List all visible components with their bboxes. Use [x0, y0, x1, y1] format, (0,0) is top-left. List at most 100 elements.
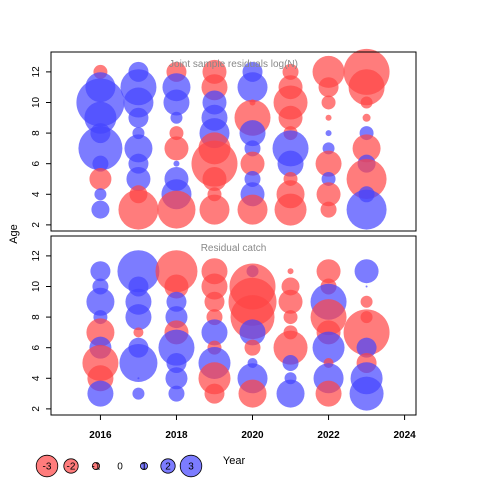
y-tick-label: 10: [31, 280, 42, 292]
residual-point: [346, 189, 387, 230]
residual-point: [315, 150, 342, 177]
residual-point: [166, 352, 187, 373]
residual-point: [349, 376, 384, 411]
legend-label: -1: [92, 462, 101, 473]
residual-point: [169, 126, 184, 141]
residual-point: [312, 55, 345, 88]
residual-point: [320, 201, 337, 218]
residual-point: [278, 105, 303, 130]
residual-point: [202, 166, 227, 191]
residual-point: [119, 343, 158, 382]
residual-point: [173, 160, 180, 167]
residual-point: [86, 287, 115, 316]
residual-point: [201, 319, 228, 346]
residual-point: [84, 101, 117, 134]
legend-symbol: [139, 461, 148, 470]
residual-point: [117, 250, 160, 293]
residual-point: [318, 77, 339, 98]
panel-2: Residual catch 2 4 6 8 10 12: [31, 235, 417, 416]
y-tick-label: 2: [31, 406, 42, 412]
residual-point: [126, 166, 151, 191]
panel-frame: [50, 51, 417, 232]
residual-point: [164, 274, 189, 299]
y-tick-label: 8: [31, 130, 42, 136]
residual-point: [360, 96, 373, 109]
residual-point: [191, 140, 238, 187]
legend-symbol: [179, 454, 203, 478]
residual-point: [244, 339, 261, 356]
legend-symbol: [63, 458, 79, 474]
residual-point: [283, 310, 298, 325]
residual-point: [132, 387, 145, 400]
legend-label: 2: [165, 462, 171, 473]
x-tick-label: 2022: [317, 430, 340, 441]
residual-point: [164, 136, 189, 161]
y-tick-label: 6: [31, 160, 42, 166]
residual-point: [123, 87, 154, 118]
residual-point: [125, 304, 152, 331]
residual-point: [170, 111, 183, 124]
legend-label: 1: [141, 462, 147, 473]
residual-point: [346, 158, 387, 199]
residual-point: [163, 89, 190, 116]
residual-point: [354, 259, 379, 284]
x-axis: 2016 2018 2020 2022 2024: [89, 415, 416, 441]
residual-point: [166, 291, 187, 312]
residual-point: [90, 261, 111, 282]
y-tick-label: 4: [31, 375, 42, 381]
legend-label: 0: [117, 462, 123, 473]
y-tick-label: 12: [31, 250, 42, 262]
residual-point: [124, 134, 153, 163]
y-tick-label: 4: [31, 191, 42, 197]
residual-point: [128, 107, 149, 128]
residual-point: [94, 188, 107, 201]
residual-point: [321, 95, 336, 110]
residual-point: [89, 167, 112, 190]
residual-point: [137, 377, 140, 380]
y-tick-label: 8: [31, 314, 42, 320]
residual-point: [78, 126, 123, 171]
x-axis-label: Year: [223, 455, 246, 467]
residual-point: [276, 379, 305, 408]
residual-point: [278, 289, 303, 314]
residual-point: [273, 330, 308, 365]
y-axis-label: Age: [8, 224, 20, 244]
y-tick-label: 2: [31, 222, 42, 228]
legend-label: 3: [188, 462, 194, 473]
panel-title: Joint sample residuals log(N): [169, 59, 298, 70]
residual-point: [316, 182, 341, 207]
residual-point: [133, 327, 144, 338]
residual-point: [277, 150, 304, 177]
residual-point: [325, 130, 332, 137]
y-tick-label: 6: [31, 344, 42, 350]
residual-point: [165, 367, 188, 390]
residual-point: [238, 379, 267, 408]
panel-1: Joint sample residuals log(N) 2 4 6 8 10 12: [31, 48, 417, 232]
residual-point: [91, 200, 110, 219]
residual-point: [237, 194, 268, 225]
x-tick-label: 2018: [165, 430, 188, 441]
residual-point: [316, 259, 341, 284]
residual-point: [118, 189, 159, 230]
x-tick-label: 2020: [241, 430, 264, 441]
residual-point: [321, 171, 336, 186]
residual-point: [240, 151, 265, 176]
residual-point: [237, 72, 268, 103]
residual-point: [287, 268, 294, 275]
y-tick-label: 10: [31, 96, 42, 108]
residual-point: [157, 190, 196, 229]
residual-point: [348, 69, 385, 106]
panel-frame: [50, 235, 417, 416]
residual-point: [239, 319, 266, 346]
x-tick-label: 2016: [89, 430, 112, 441]
residual-point: [239, 120, 266, 147]
residual-point: [315, 380, 342, 407]
residual-point: [365, 285, 368, 288]
residual-point: [92, 155, 109, 172]
legend: -3 -2 -1 0 1 2 3: [35, 454, 203, 478]
legend-symbol: [35, 454, 59, 478]
residual-point: [87, 380, 114, 407]
legend-label: -2: [67, 462, 76, 473]
panel-title: Residual catch: [201, 243, 267, 254]
